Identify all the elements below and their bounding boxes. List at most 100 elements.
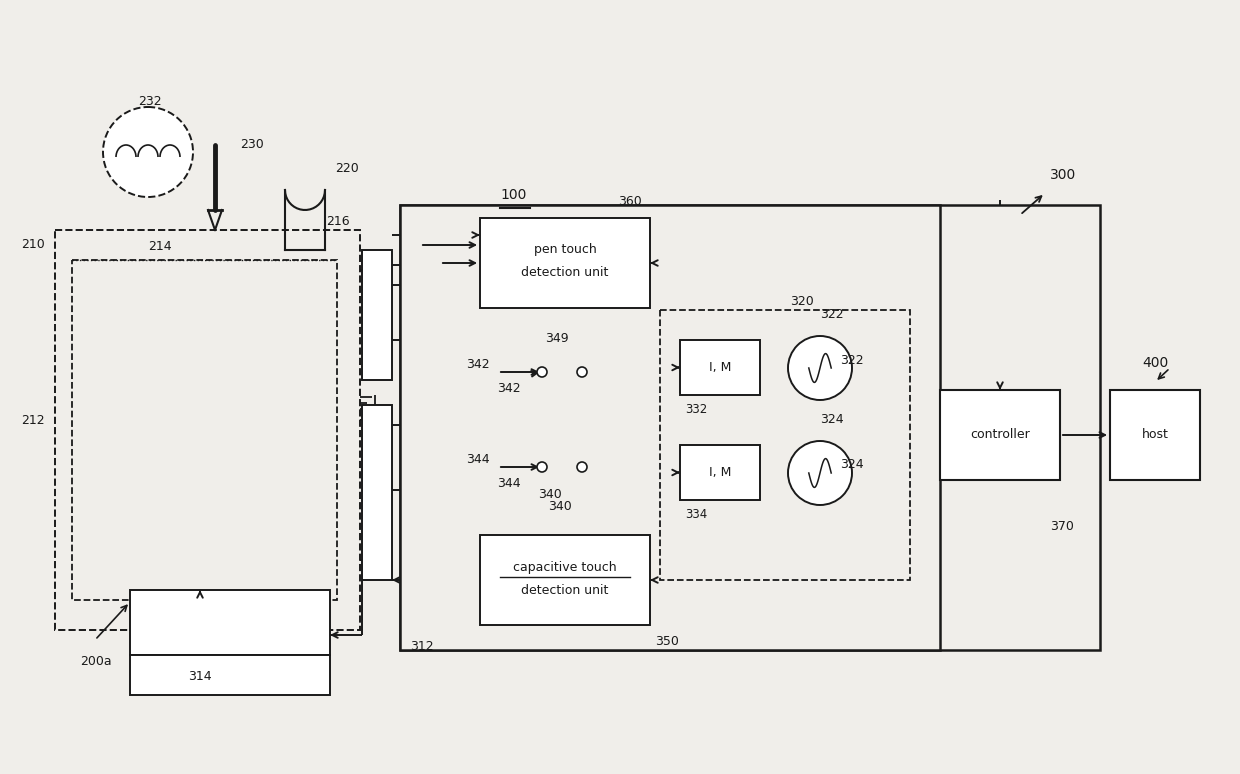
Bar [206,466,223,488]
Bar [123,276,139,300]
Text: 344: 344 [497,477,521,490]
Text: 210: 210 [21,238,45,251]
Bar [311,561,327,584]
Bar [206,498,223,520]
Bar [206,434,223,457]
Bar [102,466,118,488]
Circle shape [537,462,547,472]
Bar [269,466,285,488]
Text: 314: 314 [188,670,212,683]
Text: 324: 324 [839,458,863,471]
Bar [269,434,285,457]
Text: 370: 370 [1050,520,1074,533]
Text: 400: 400 [1142,356,1168,370]
Circle shape [787,441,852,505]
Bar [248,402,264,426]
Text: 216: 216 [326,215,350,228]
Bar [311,466,327,488]
Bar [81,308,97,330]
Text: host: host [1142,429,1168,441]
Bar [269,276,285,300]
Bar [940,390,1060,480]
Bar [311,402,327,426]
Bar [206,372,223,394]
Bar [227,372,244,394]
Bar [102,498,118,520]
Bar [290,466,306,488]
Bar [311,308,327,330]
Bar [123,466,139,488]
Text: 350: 350 [655,635,678,648]
Bar [311,340,327,362]
Text: 230: 230 [241,138,264,151]
Text: 332: 332 [684,403,707,416]
Bar [248,372,264,394]
Bar [311,276,327,300]
Bar [130,590,330,655]
Text: 334: 334 [684,508,707,521]
Bar [206,276,223,300]
Bar [123,498,139,520]
Bar [227,466,244,488]
Bar [144,308,160,330]
Bar [290,529,306,552]
Bar [144,402,160,426]
Bar [401,205,940,650]
Bar [401,205,1100,650]
Bar [185,308,202,330]
Text: 100: 100 [500,188,526,202]
Text: I, M: I, M [709,361,732,374]
Bar [206,402,223,426]
Text: 342: 342 [466,358,490,371]
Circle shape [787,336,852,400]
Bar [248,434,264,457]
Bar [311,529,327,552]
Bar [269,308,285,330]
Bar [290,340,306,362]
Bar [165,308,181,330]
Bar [227,308,244,330]
Bar [165,434,181,457]
Bar [123,402,139,426]
Bar [123,308,139,330]
Bar [81,466,97,488]
Bar [102,372,118,394]
Bar [72,260,337,600]
Text: 220: 220 [335,162,358,175]
Bar [206,561,223,584]
Bar [81,529,97,552]
Bar [123,434,139,457]
Bar [81,276,97,300]
Text: capacitive touch: capacitive touch [513,560,616,574]
Bar [311,434,327,457]
Bar [185,402,202,426]
Bar [1110,390,1200,480]
Bar [269,498,285,520]
Text: detection unit: detection unit [521,266,609,279]
Bar [290,561,306,584]
Bar [362,405,392,580]
Bar [165,466,181,488]
Text: 212: 212 [21,413,45,426]
Text: I, M: I, M [709,466,732,479]
Bar [227,498,244,520]
Bar [165,276,181,300]
Bar [269,372,285,394]
Bar [269,340,285,362]
Bar [81,402,97,426]
Text: 340: 340 [538,488,562,501]
Text: controller: controller [970,429,1030,441]
Bar [248,561,264,584]
Bar [102,561,118,584]
Bar [144,276,160,300]
Bar [206,340,223,362]
Bar [102,276,118,300]
Text: pen touch: pen touch [533,244,596,256]
Bar [290,434,306,457]
Bar [248,276,264,300]
Bar [185,276,202,300]
Bar [248,308,264,330]
Text: 312: 312 [410,640,434,653]
Bar [290,498,306,520]
Bar [165,529,181,552]
